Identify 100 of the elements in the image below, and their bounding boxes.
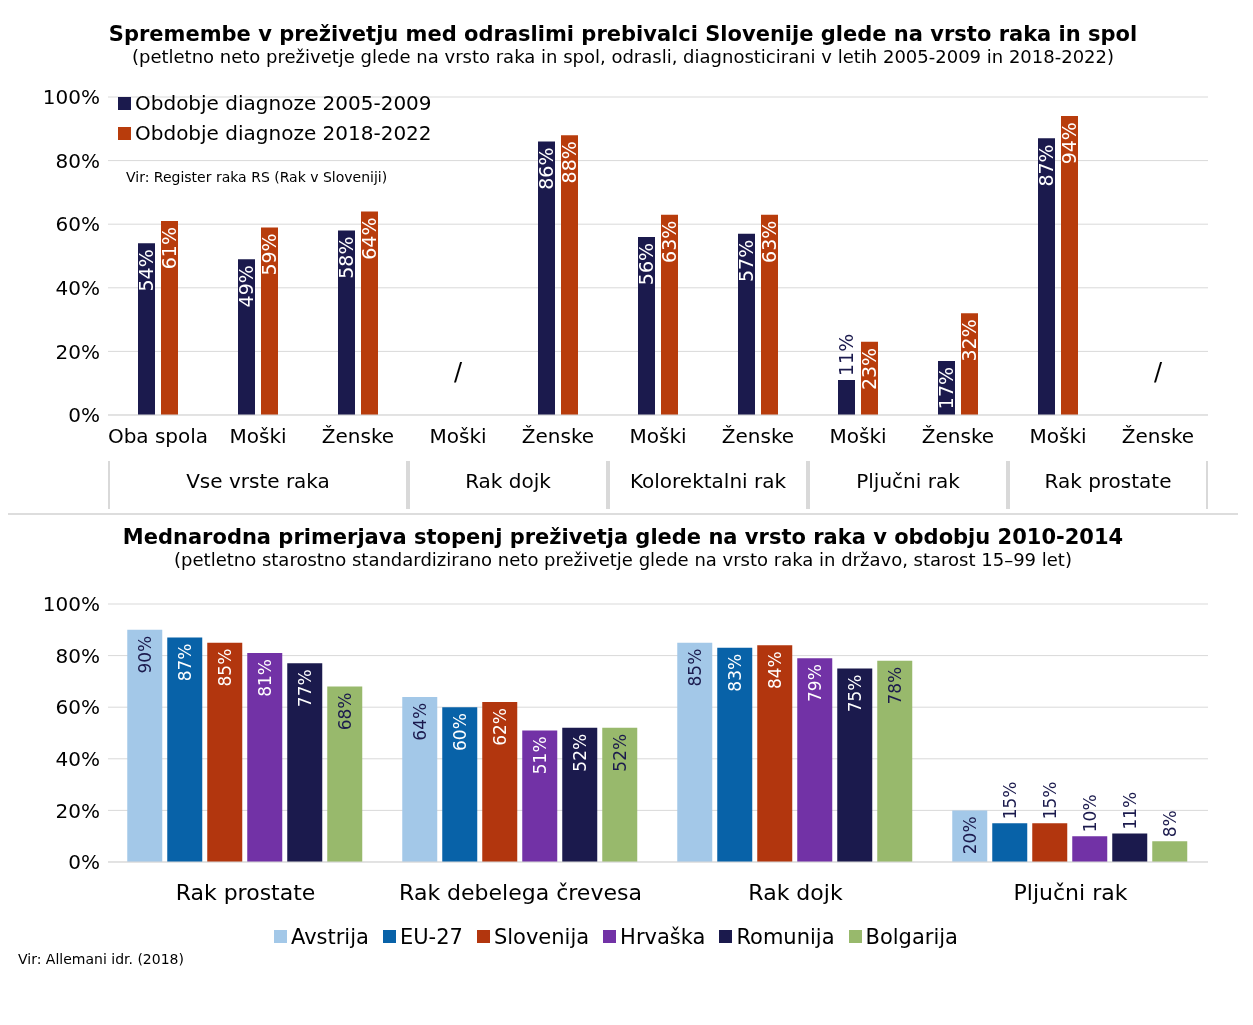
data-label: 61% [158, 227, 181, 270]
data-label: 49% [235, 265, 258, 308]
data-label: 54% [135, 249, 158, 292]
data-label: 88% [558, 141, 581, 184]
text: Pljučni rak [808, 461, 1008, 509]
data-label: 11% [835, 333, 858, 377]
data-label: 64% [409, 702, 430, 741]
data-label: 10% [1079, 794, 1100, 833]
data-label: 90% [134, 635, 155, 674]
x-tick-label: Ženske [321, 424, 395, 449]
legend-label: EU-27 [399, 924, 463, 949]
bar [247, 653, 283, 862]
chart-title: Spremembe v preživetju med odraslimi prebivalci Slovenije glede na vrsto raka in spol [107, 21, 1139, 46]
data-label: 58% [335, 236, 358, 279]
legend-label: Hrvaška [620, 924, 706, 949]
y-tick-label: 40% [55, 746, 100, 771]
data-label: 78% [884, 666, 905, 705]
y-tick-label: 0% [68, 850, 100, 875]
data-label: 87% [1035, 144, 1058, 187]
data-label: 52% [569, 733, 590, 772]
data-label: 20% [959, 816, 980, 855]
data-label: 85% [214, 648, 235, 687]
x-tick-label: Rak debelega črevesa [399, 879, 642, 905]
data-label: 84% [764, 651, 785, 690]
x-tick-label: Pljučni rak [1013, 879, 1128, 905]
bar [797, 658, 833, 862]
bar [167, 637, 203, 862]
y-tick-label: 100% [42, 85, 100, 110]
bar [442, 707, 478, 862]
bar [1032, 823, 1068, 862]
bar [138, 243, 155, 415]
x-tick-label: Moški [629, 424, 687, 449]
bar [838, 380, 855, 415]
y-tick-label: 60% [55, 695, 100, 720]
x-tick-label: Ženske [921, 424, 995, 449]
bar [1038, 138, 1055, 415]
bar [402, 696, 438, 862]
x-tick-label: Moški [229, 424, 287, 449]
bar [482, 702, 518, 862]
bar [1061, 116, 1078, 415]
data-label: 57% [735, 239, 758, 282]
data-label: 94% [1058, 122, 1081, 165]
data-label: 23% [858, 347, 881, 391]
bar [761, 214, 778, 415]
bar [717, 647, 753, 862]
data-label: 63% [658, 220, 681, 263]
text: Kolorektalni rak [608, 461, 808, 509]
data-label: 60% [449, 713, 470, 751]
annotation: / [453, 358, 463, 386]
x-tick-label: Ženske [721, 424, 795, 449]
bar [1112, 833, 1148, 862]
legend-label: Bolgarija [865, 924, 958, 949]
x-tick-label: Moški [829, 424, 887, 449]
x-tick-label: Moški [429, 424, 487, 449]
data-label: 83% [724, 653, 745, 692]
y-tick-label: 100% [42, 592, 100, 617]
chart-title: Mednarodna primerjava stopenj preživetja glede na vrsto raka v obdobju 2010-2014 [121, 524, 1125, 549]
bar [261, 227, 278, 415]
bar [992, 823, 1028, 862]
text: Rak prostate [1008, 461, 1208, 509]
data-label: 79% [804, 664, 825, 702]
data-label: 59% [258, 233, 281, 276]
chart-subtitle: (petletno starostno standardizirano neto preživetje glede na vrsto raka in državo, starost 15–99 let) [173, 549, 1073, 570]
bar [757, 645, 793, 862]
bar [361, 211, 378, 415]
data-label: 68% [334, 692, 355, 731]
data-label: 11% [1119, 791, 1140, 830]
data-label: 85% [684, 648, 705, 687]
bar [837, 668, 873, 862]
legend-label: Avstrija [291, 924, 369, 949]
legend-label: Obdobje diagnoze 2018-2022 [135, 121, 432, 145]
y-tick-label: 20% [55, 339, 100, 364]
data-label: 51% [529, 736, 550, 775]
annotation: Vir: Register raka RS (Rak v Sloveniji) [126, 169, 388, 185]
bar [127, 629, 163, 862]
data-label: 15% [1039, 781, 1060, 820]
x-tick-label: Oba spola [107, 424, 209, 449]
legend-label: Romunija [736, 924, 835, 949]
bar [1152, 841, 1188, 862]
data-label: 17% [935, 366, 958, 410]
data-label: 15% [999, 781, 1020, 820]
bar [327, 686, 363, 862]
bar [561, 135, 578, 415]
data-label: 86% [535, 147, 558, 190]
data-label: 87% [174, 643, 195, 682]
bar [207, 642, 243, 862]
legend-label: Slovenija [493, 924, 590, 949]
text: Rak dojk [408, 461, 608, 509]
bar [877, 660, 913, 862]
y-tick-label: 80% [55, 148, 100, 173]
bar [161, 221, 178, 415]
x-tick-label: Rak prostate [175, 879, 316, 905]
bar [661, 214, 678, 415]
text: Vir: Allemani idr. (2018) [17, 949, 185, 969]
bar [522, 730, 558, 862]
legend-label: Obdobje diagnoze 2005-2009 [135, 91, 432, 115]
bar [738, 233, 755, 415]
x-tick-label: Ženske [521, 424, 595, 449]
data-label: 64% [358, 217, 381, 260]
data-label: 62% [489, 708, 510, 746]
